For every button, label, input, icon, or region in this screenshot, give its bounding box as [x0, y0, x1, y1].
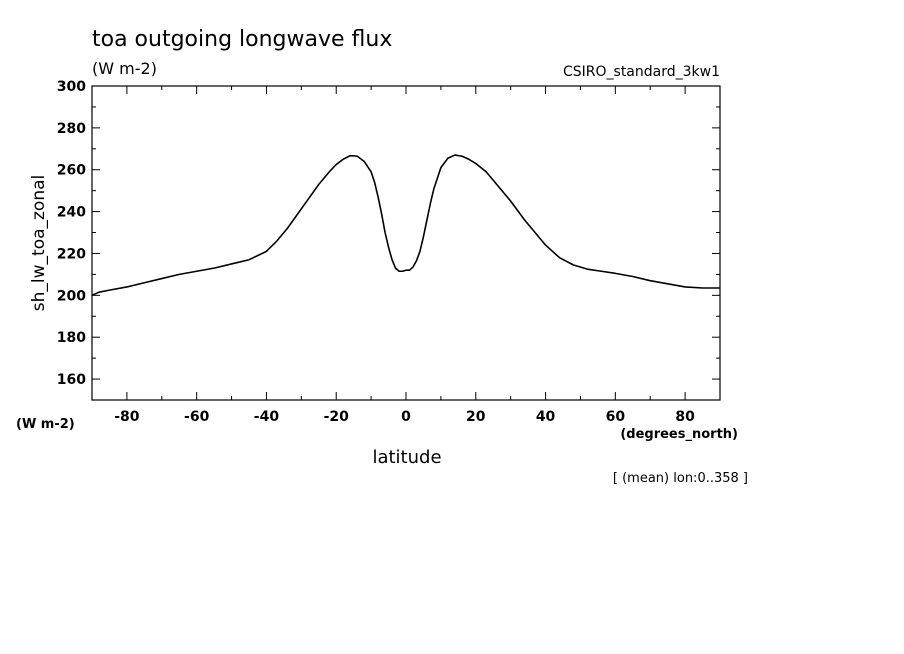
y-tick-label: 300: [57, 79, 86, 95]
model-label: CSIRO_standard_3kw1: [563, 64, 720, 80]
y-tick-label: 240: [57, 205, 86, 221]
y-tick-label: 200: [57, 288, 86, 304]
y-tick-label: 180: [57, 330, 86, 346]
series-line: [91, 154, 720, 297]
x-tick-label: 40: [536, 409, 556, 425]
x-axis: -80 -60 -40 -20 0 20 40 60 80: [91, 86, 721, 425]
x-tick-label: -60: [184, 409, 210, 425]
y-tick-label: 220: [57, 246, 86, 262]
x-axis-label: latitude: [372, 447, 441, 468]
x-tick-label: -20: [324, 409, 350, 425]
plot-frame: [91, 85, 721, 401]
x-tick-label: 80: [675, 409, 695, 425]
chart-subtitle: (W m-2): [92, 59, 157, 78]
mean-note: [ (mean) lon:0..358 ]: [613, 471, 748, 486]
x-tick-label: -80: [114, 409, 140, 425]
y-units-label: (W m-2): [16, 417, 75, 432]
x-tick-label: 60: [606, 409, 626, 425]
chart-title: toa outgoing longwave flux: [92, 27, 392, 52]
y-axis: 160 180 200 220 240 260 280 300: [57, 79, 720, 401]
y-tick-label: 260: [57, 163, 86, 179]
y-tick-label: 280: [57, 121, 86, 137]
y-tick-label: 160: [57, 372, 86, 388]
x-tick-label: -40: [254, 409, 280, 425]
x-units-label: (degrees_north): [620, 427, 738, 442]
y-axis-label: sh_lw_toa_zonal: [29, 175, 49, 311]
x-tick-label: 20: [466, 409, 486, 425]
x-tick-label: 0: [401, 409, 411, 425]
